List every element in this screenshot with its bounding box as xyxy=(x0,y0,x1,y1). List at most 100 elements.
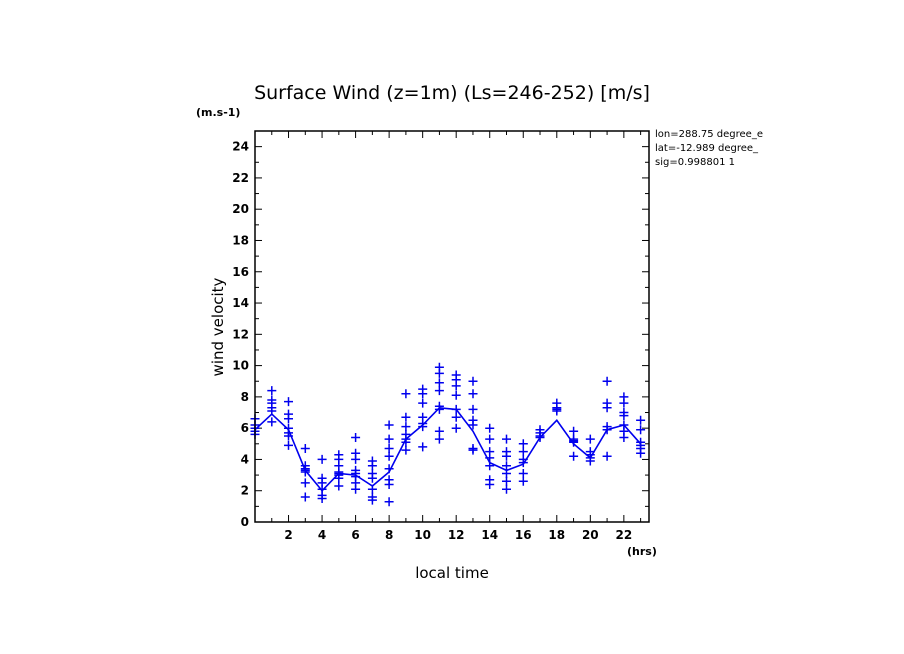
data-point xyxy=(300,444,310,453)
y-axis-units: (m.s-1) xyxy=(196,106,240,119)
data-point xyxy=(267,417,277,427)
data-point xyxy=(502,434,511,444)
data-point xyxy=(619,420,629,430)
data-point xyxy=(384,497,394,507)
info-box: lon=288.75 degree_e lat=-12.989 degree_ … xyxy=(655,129,763,168)
data-point xyxy=(284,409,293,419)
y-tick-label: 0 xyxy=(241,515,249,529)
data-point xyxy=(485,447,495,457)
info-lon: lon=288.75 degree_e xyxy=(655,129,763,140)
data-point xyxy=(585,447,595,457)
y-tick-label: 24 xyxy=(232,140,249,154)
data-point xyxy=(569,451,579,461)
x-tick-label: 2 xyxy=(284,528,292,542)
data-point xyxy=(334,450,344,460)
data-point xyxy=(569,426,579,436)
data-point xyxy=(300,492,310,502)
data-point xyxy=(451,404,461,414)
data-point xyxy=(569,434,579,444)
chart-title: Surface Wind (z=1m) (Ls=246-252) [m/s] xyxy=(254,82,650,104)
data-point xyxy=(434,401,444,411)
data-point xyxy=(351,465,361,475)
x-tick-label: 20 xyxy=(582,528,599,542)
data-point xyxy=(367,469,377,478)
data-point xyxy=(384,444,394,453)
y-tick-label: 22 xyxy=(232,171,249,185)
data-point xyxy=(502,476,511,486)
data-point xyxy=(367,492,377,502)
data-point xyxy=(351,448,361,458)
data-point xyxy=(384,475,394,485)
y-tick-label: 2 xyxy=(241,484,249,498)
data-point xyxy=(418,412,428,422)
info-lat: lat=-12.989 degree_ xyxy=(655,143,759,154)
data-point xyxy=(300,461,310,471)
data-point xyxy=(502,484,511,494)
x-axis-label: local time xyxy=(415,564,489,582)
data-point xyxy=(602,398,612,408)
y-tick-label: 6 xyxy=(241,421,249,435)
data-point xyxy=(451,423,461,433)
data-point xyxy=(401,389,411,399)
x-tick-label: 4 xyxy=(318,528,326,542)
data-point xyxy=(585,434,595,444)
data-point xyxy=(384,434,394,444)
data-point xyxy=(518,469,528,478)
mean-line xyxy=(254,406,642,492)
data-point xyxy=(384,464,394,474)
y-axis-label: wind velocity xyxy=(209,277,227,376)
data-point xyxy=(334,481,344,491)
data-point xyxy=(434,362,444,372)
data-point xyxy=(468,444,478,453)
data-point xyxy=(619,408,629,417)
data-point xyxy=(267,395,277,405)
data-point xyxy=(485,461,495,471)
x-axis-units: (hrs) xyxy=(627,545,657,558)
data-point xyxy=(284,423,293,433)
data-point xyxy=(451,390,461,400)
data-point xyxy=(434,434,444,444)
y-tick-label: 18 xyxy=(232,233,249,247)
data-point xyxy=(367,484,377,494)
x-tick-label: 10 xyxy=(414,528,431,542)
data-point xyxy=(367,456,377,466)
data-point xyxy=(468,389,478,399)
data-point xyxy=(434,426,444,436)
data-point xyxy=(418,384,428,394)
y-tick-label: 20 xyxy=(232,202,249,216)
data-point xyxy=(284,397,293,407)
y-tick-label: 14 xyxy=(232,296,249,310)
data-point xyxy=(502,447,511,457)
x-tick-label: 22 xyxy=(615,528,632,542)
data-point xyxy=(401,429,411,439)
data-point xyxy=(518,439,528,449)
data-point xyxy=(451,370,461,380)
y-tick-label: 8 xyxy=(241,390,249,404)
data-point xyxy=(485,434,495,444)
plot-frame xyxy=(254,130,650,523)
data-point xyxy=(418,398,428,408)
data-point xyxy=(602,422,612,432)
x-tick-label: 6 xyxy=(351,528,359,542)
data-point xyxy=(602,376,612,386)
x-tick-label: 12 xyxy=(448,528,465,542)
x-tick-label: 8 xyxy=(385,528,393,542)
info-sig: sig=0.998801 1 xyxy=(655,157,735,168)
data-point xyxy=(451,412,461,422)
data-point xyxy=(485,475,495,485)
data-point xyxy=(434,386,444,396)
data-point xyxy=(602,451,612,461)
x-tick-label: 14 xyxy=(481,528,498,542)
data-point xyxy=(535,425,545,435)
data-point xyxy=(502,461,511,471)
data-point xyxy=(401,445,411,455)
data-point xyxy=(502,469,511,478)
data-point xyxy=(401,422,411,432)
data-point xyxy=(636,437,646,447)
x-tick-label: 18 xyxy=(548,528,565,542)
data-point xyxy=(351,433,361,442)
data-point xyxy=(518,476,528,486)
data-point xyxy=(384,420,394,430)
